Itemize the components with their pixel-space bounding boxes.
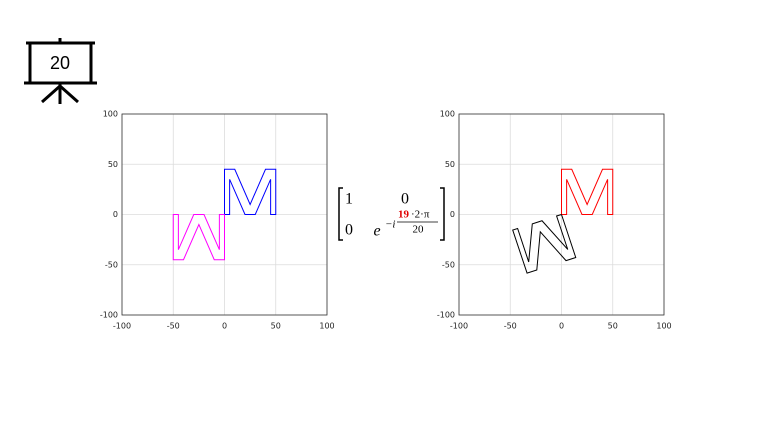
x-tick-label: -100	[113, 322, 131, 331]
x-tick-label: 100	[319, 322, 334, 331]
exp-denominator: 20	[413, 224, 425, 236]
y-tick-label: 0	[450, 210, 455, 219]
slide-number: 20	[50, 53, 70, 73]
matrix-entry: 0	[345, 222, 353, 239]
y-tick-label: -50	[105, 260, 118, 269]
bracket-right	[440, 187, 445, 241]
axes-frame	[121, 113, 328, 316]
x-tick-label: 0	[222, 322, 227, 331]
y-tick-label: 0	[113, 210, 118, 219]
x-tick-label: -50	[504, 322, 517, 331]
x-tick-label: 50	[608, 322, 618, 331]
exp-numerator-highlight: 19	[398, 209, 410, 221]
exp-numerator: ·2·π	[411, 209, 430, 221]
x-tick-label: -50	[167, 322, 180, 331]
bracket-left	[338, 187, 343, 241]
data-line	[224, 168, 277, 215]
y-tick-label: -100	[437, 311, 455, 320]
x-tick-label: 100	[656, 322, 671, 331]
matrix: 1 0 0 e −i 19 ·2·π 20	[338, 187, 445, 241]
data-line	[561, 168, 614, 215]
y-tick-label: 100	[440, 110, 455, 119]
y-tick-label: -50	[442, 260, 455, 269]
exp-prefix: −i	[385, 219, 395, 231]
data-line	[172, 214, 225, 261]
matrix-entry: 1	[345, 191, 353, 208]
x-tick-label: 50	[271, 322, 281, 331]
matrix-entry: 0	[401, 191, 409, 208]
y-tick-label: 50	[445, 160, 455, 169]
presentation-icon	[24, 38, 97, 104]
exp-base: e	[373, 223, 380, 240]
data-line	[512, 214, 577, 274]
x-tick-label: 0	[559, 322, 564, 331]
y-tick-label: 100	[103, 110, 118, 119]
axes-frame	[458, 113, 665, 316]
x-tick-label: -100	[450, 322, 468, 331]
y-tick-label: -100	[100, 311, 118, 320]
y-tick-label: 50	[108, 160, 118, 169]
